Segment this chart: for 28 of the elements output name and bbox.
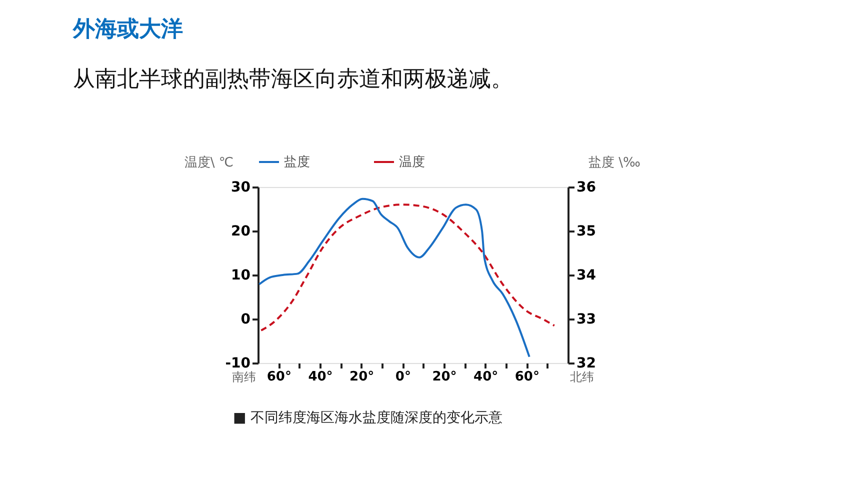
y2-axis-title: 盐度 \‰ bbox=[588, 154, 640, 170]
chart-title: 外海或大洋 bbox=[72, 17, 183, 42]
y2-tick-label: 33 bbox=[576, 312, 596, 328]
x-tick-label: 20° bbox=[432, 370, 457, 384]
text: 南纬 bbox=[232, 370, 256, 384]
y2-tick-label: 32 bbox=[576, 356, 596, 372]
chart-subtitle: 从南北半球的副热带海区向赤道和两极递减。 bbox=[73, 67, 513, 92]
text: ■ 不同纬度海区海水盐度随深度的变化示意 bbox=[233, 410, 503, 426]
y2-tick-label: 35 bbox=[576, 224, 596, 240]
y-tick-label: 0 bbox=[240, 312, 251, 328]
y-tick-label: 10 bbox=[231, 268, 251, 284]
x-tick-label: 40° bbox=[308, 370, 333, 384]
x-tick-label: 60° bbox=[514, 370, 540, 384]
y-tick-label: 20 bbox=[231, 224, 251, 240]
line-series bbox=[260, 204, 556, 332]
y2-tick-label: 34 bbox=[576, 268, 596, 284]
line-series bbox=[258, 198, 530, 358]
y2-tick-label: 36 bbox=[576, 180, 596, 196]
y-tick-label: -10 bbox=[225, 356, 251, 372]
text: 北纬 bbox=[570, 370, 594, 384]
y-axis-title: 温度\ ℃ bbox=[184, 154, 234, 170]
legend-label: 盐度 bbox=[284, 154, 310, 170]
y-tick-label: 30 bbox=[231, 180, 251, 196]
x-tick-label: 0° bbox=[395, 370, 411, 384]
x-tick-label: 20° bbox=[350, 370, 374, 384]
x-tick-label: 60° bbox=[266, 370, 292, 384]
legend-label: 温度 bbox=[399, 154, 425, 170]
x-tick-label: 40° bbox=[474, 370, 498, 384]
